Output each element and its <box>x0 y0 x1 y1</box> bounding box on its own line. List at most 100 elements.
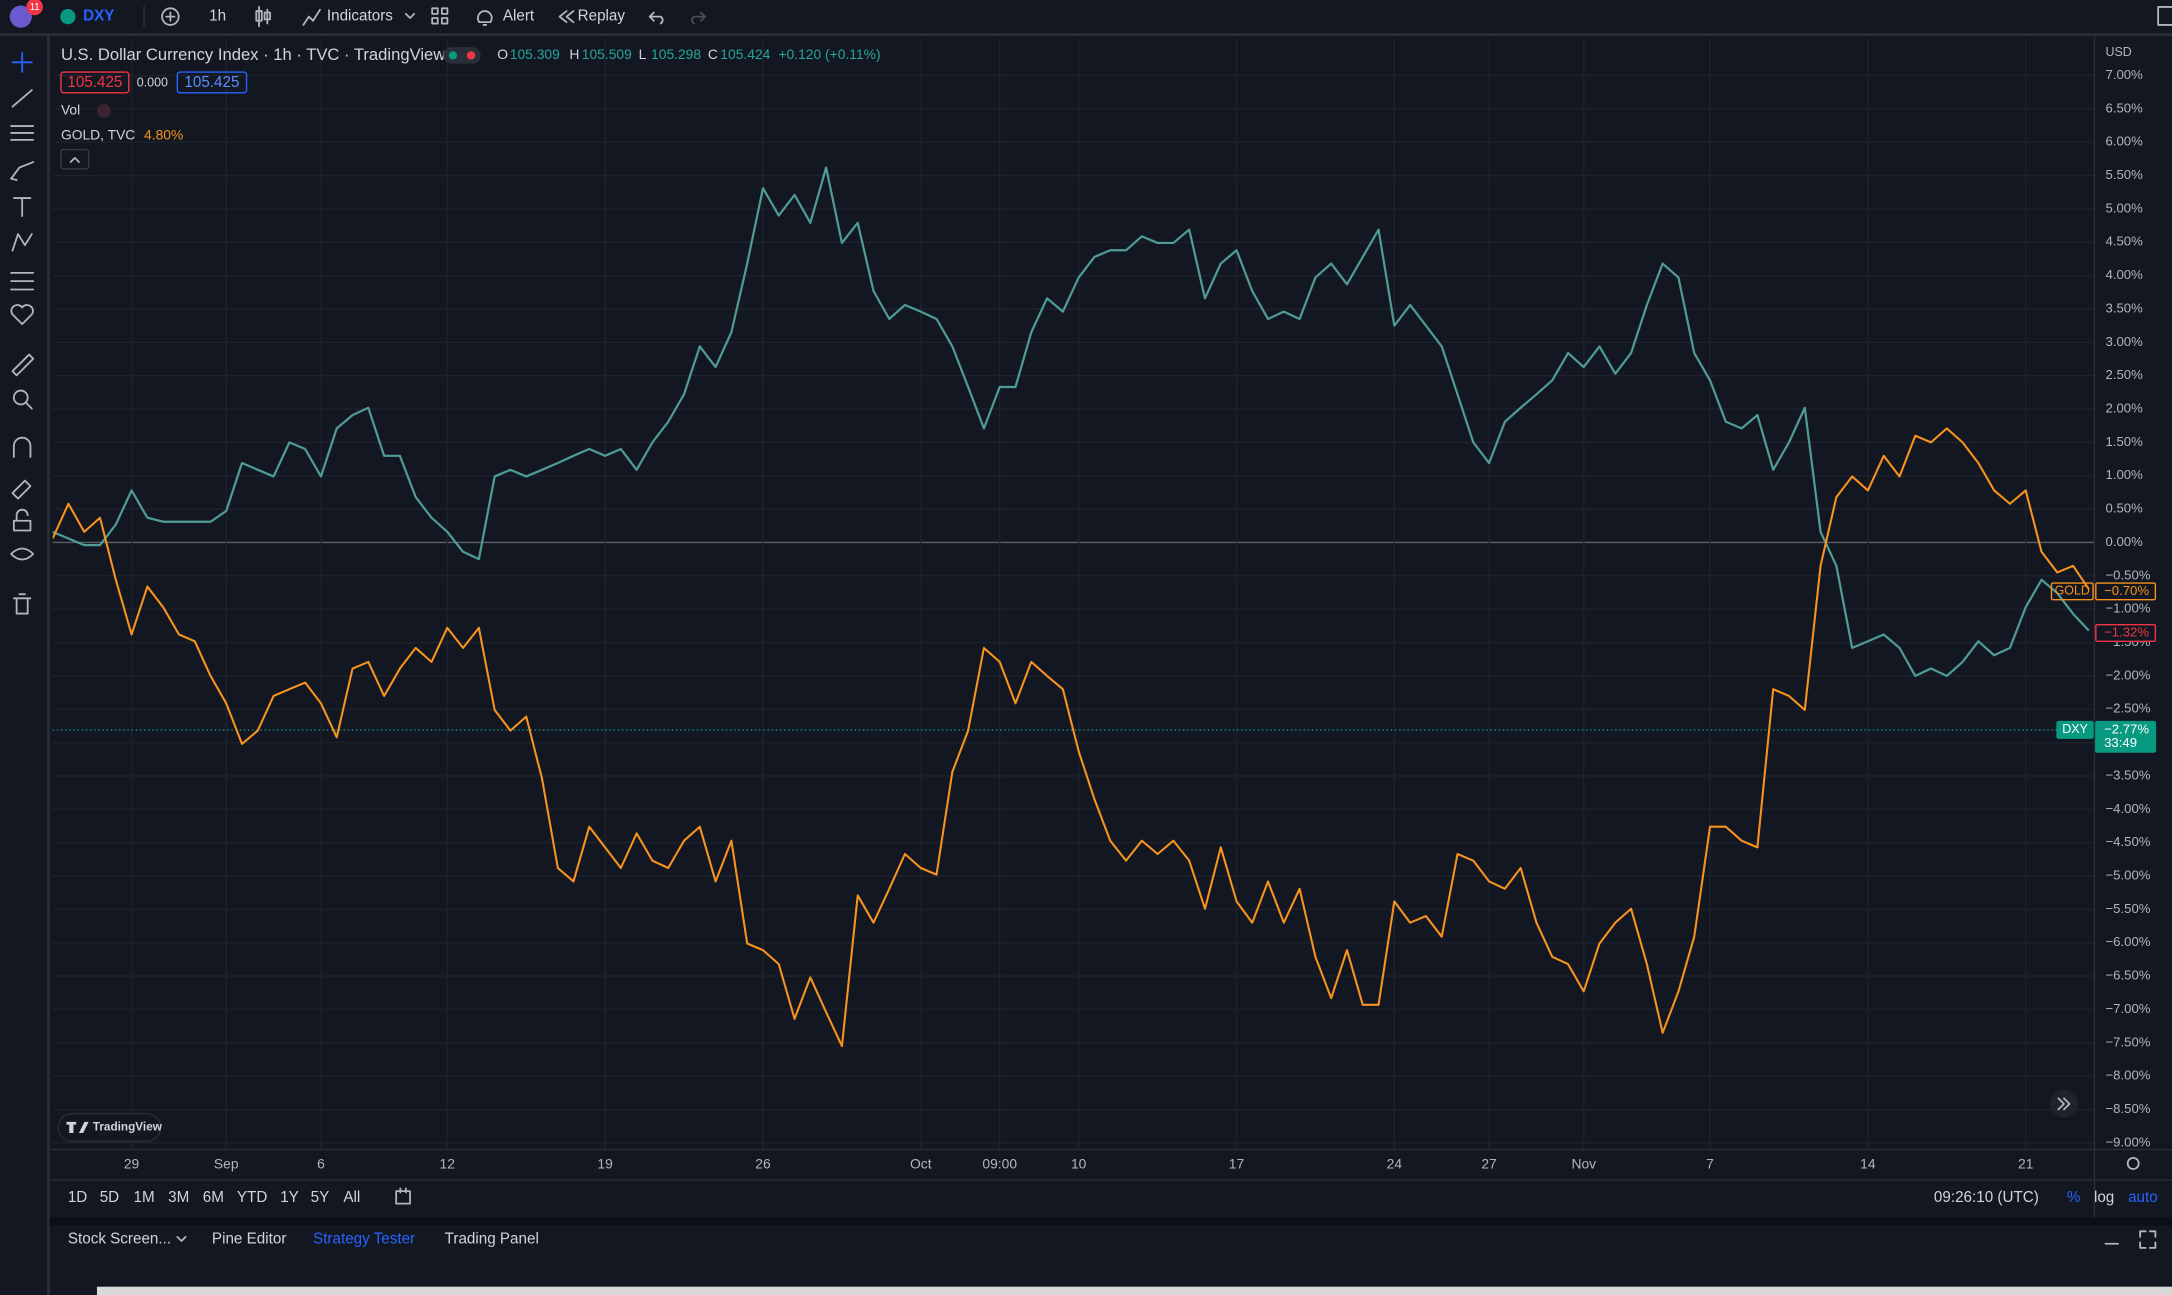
lock-tool[interactable] <box>12 508 32 532</box>
bottom-tab[interactable]: Trading Panel <box>445 1231 539 1248</box>
badge-timer: 33:49 <box>2104 735 2137 750</box>
text-tool[interactable] <box>12 197 32 217</box>
fib-tool[interactable] <box>10 125 35 141</box>
bottom-tab[interactable]: Pine Editor <box>212 1231 286 1248</box>
clock[interactable]: 09:26:10 (UTC) <box>1934 1189 2039 1206</box>
chart-title: U.S. Dollar Currency Index · 1h · TVC · … <box>61 45 446 64</box>
crosshair-tool[interactable] <box>11 51 33 73</box>
badge-value: −2.77% <box>2104 721 2149 736</box>
panel-toggle-icon[interactable] <box>2157 6 2172 26</box>
scale-option[interactable]: % <box>2067 1189 2081 1206</box>
timeframe-button[interactable]: YTD <box>237 1189 267 1206</box>
volume-label[interactable]: Vol <box>61 101 80 117</box>
stay-drawing-tool[interactable] <box>11 479 32 500</box>
zoom-tool[interactable] <box>12 389 29 406</box>
badge-value: −1.32% <box>2104 624 2149 639</box>
top-toolbar: 11 DXY 1h Indicators Alert Replay <box>0 0 2172 37</box>
market-status-dot <box>448 51 458 60</box>
badge-name-box <box>2056 720 2094 739</box>
y-tick-label: −1.00% <box>2106 601 2151 616</box>
avatar[interactable] <box>9 5 32 28</box>
y-tick-label: 1.00% <box>2106 467 2144 482</box>
ohlc-value: 105.309 <box>510 46 560 62</box>
y-tick-label: −2.50% <box>2106 701 2151 716</box>
y-tick-label: 3.00% <box>2106 334 2144 349</box>
timeframe-button[interactable]: 5D <box>100 1189 119 1206</box>
timeframe-button[interactable]: 3M <box>168 1189 189 1206</box>
undo-icon[interactable] <box>648 11 664 25</box>
x-tick-label: 14 <box>1860 1155 1876 1171</box>
ruler-tool[interactable] <box>11 353 35 377</box>
x-tick-label: 21 <box>2018 1155 2034 1171</box>
dropdown-icon[interactable] <box>176 1235 187 1242</box>
x-tick-label: 17 <box>1229 1155 1244 1171</box>
y-tick-label: 3.50% <box>2106 300 2144 315</box>
y-tick-label: −7.00% <box>2106 1001 2151 1016</box>
y-tick-label: −4.50% <box>2106 834 2151 849</box>
hide-tool[interactable] <box>10 547 35 561</box>
brush-tool[interactable] <box>10 161 35 181</box>
alert-button[interactable]: Alert <box>503 8 535 25</box>
pattern-tool[interactable] <box>11 233 33 252</box>
remove-tool[interactable] <box>12 593 32 615</box>
bottom-tab[interactable]: Strategy Tester <box>313 1231 415 1248</box>
y-tick-label: −6.50% <box>2106 968 2151 983</box>
chart-type-icon[interactable] <box>255 6 272 28</box>
compare-name[interactable]: GOLD, TVC <box>61 126 135 142</box>
series-line <box>52 427 2090 1048</box>
x-tick-label: Oct <box>910 1155 932 1171</box>
collapse-legend[interactable] <box>60 148 90 170</box>
favorites-tool[interactable] <box>10 304 34 325</box>
dropdown-icon[interactable] <box>404 12 416 19</box>
redo-icon[interactable] <box>691 11 706 25</box>
trend-line-tool[interactable] <box>11 89 33 108</box>
badge-name: DXY <box>2062 722 2088 736</box>
timeframe-button[interactable]: 1M <box>133 1189 154 1206</box>
time-axis: 29 Sep 6 12 19 26 Oct 09:00 10 17 24 27 Nov 7 14 21 <box>124 1155 2034 1171</box>
timeframe-button[interactable]: 5Y <box>311 1189 330 1206</box>
splitter[interactable] <box>49 1217 2172 1226</box>
change: +0.120 (+0.11%) <box>778 46 880 62</box>
magnet-tool[interactable] <box>12 436 32 458</box>
interval[interactable]: 1h <box>209 8 226 25</box>
bottom-tab[interactable]: Stock Screen... <box>68 1231 171 1248</box>
x-tick-label: Nov <box>1571 1155 1596 1171</box>
badge-box <box>2095 582 2157 601</box>
symbol[interactable]: DXY <box>83 8 114 25</box>
x-tick-label: 7 <box>1706 1155 1714 1171</box>
indicators-button[interactable]: Indicators <box>327 8 393 25</box>
settings-icon[interactable] <box>2126 1156 2140 1170</box>
layouts-icon[interactable] <box>431 7 449 25</box>
y-tick-label: 5.00% <box>2106 200 2144 215</box>
bid-price: 105.425 <box>67 74 122 91</box>
notification-badge <box>26 0 43 16</box>
x-tick-label: 6 <box>317 1155 325 1171</box>
ohlc-label: L <box>639 46 647 62</box>
volume-warning[interactable] <box>96 103 111 118</box>
watermark-pill <box>57 1112 162 1142</box>
ohlc-value: 105.424 <box>720 46 770 62</box>
timeframe-button[interactable]: 6M <box>203 1189 224 1206</box>
grid <box>52 38 2095 1150</box>
scale-option[interactable]: auto <box>2128 1189 2158 1206</box>
watermark-text: TradingView <box>93 1121 163 1134</box>
timeframe-bar: 09:26:10 (UTC) 1D 5D 1M 3M 6M YTD 1Y 5Y All% log a… <box>68 1187 2158 1206</box>
price-box[interactable] <box>60 71 130 94</box>
timeframe-button[interactable]: All <box>343 1189 360 1206</box>
replay-icon <box>558 10 575 24</box>
maximize-panel[interactable] <box>2139 1230 2157 1249</box>
goto-date[interactable] <box>395 1187 411 1205</box>
price-box[interactable] <box>176 71 248 94</box>
currency-label[interactable]: USD <box>2106 45 2132 59</box>
scale-option[interactable]: log <box>2094 1189 2114 1206</box>
timeframe-button[interactable]: 1D <box>68 1189 87 1206</box>
timeframe-button[interactable]: 1Y <box>280 1189 299 1206</box>
market-status[interactable] <box>443 47 481 64</box>
replay-button[interactable]: Replay <box>578 8 626 25</box>
ask-price: 105.425 <box>184 74 239 91</box>
logo <box>66 1121 89 1133</box>
add-symbol-icon[interactable] <box>161 7 180 26</box>
prediction-tool[interactable] <box>10 271 35 291</box>
